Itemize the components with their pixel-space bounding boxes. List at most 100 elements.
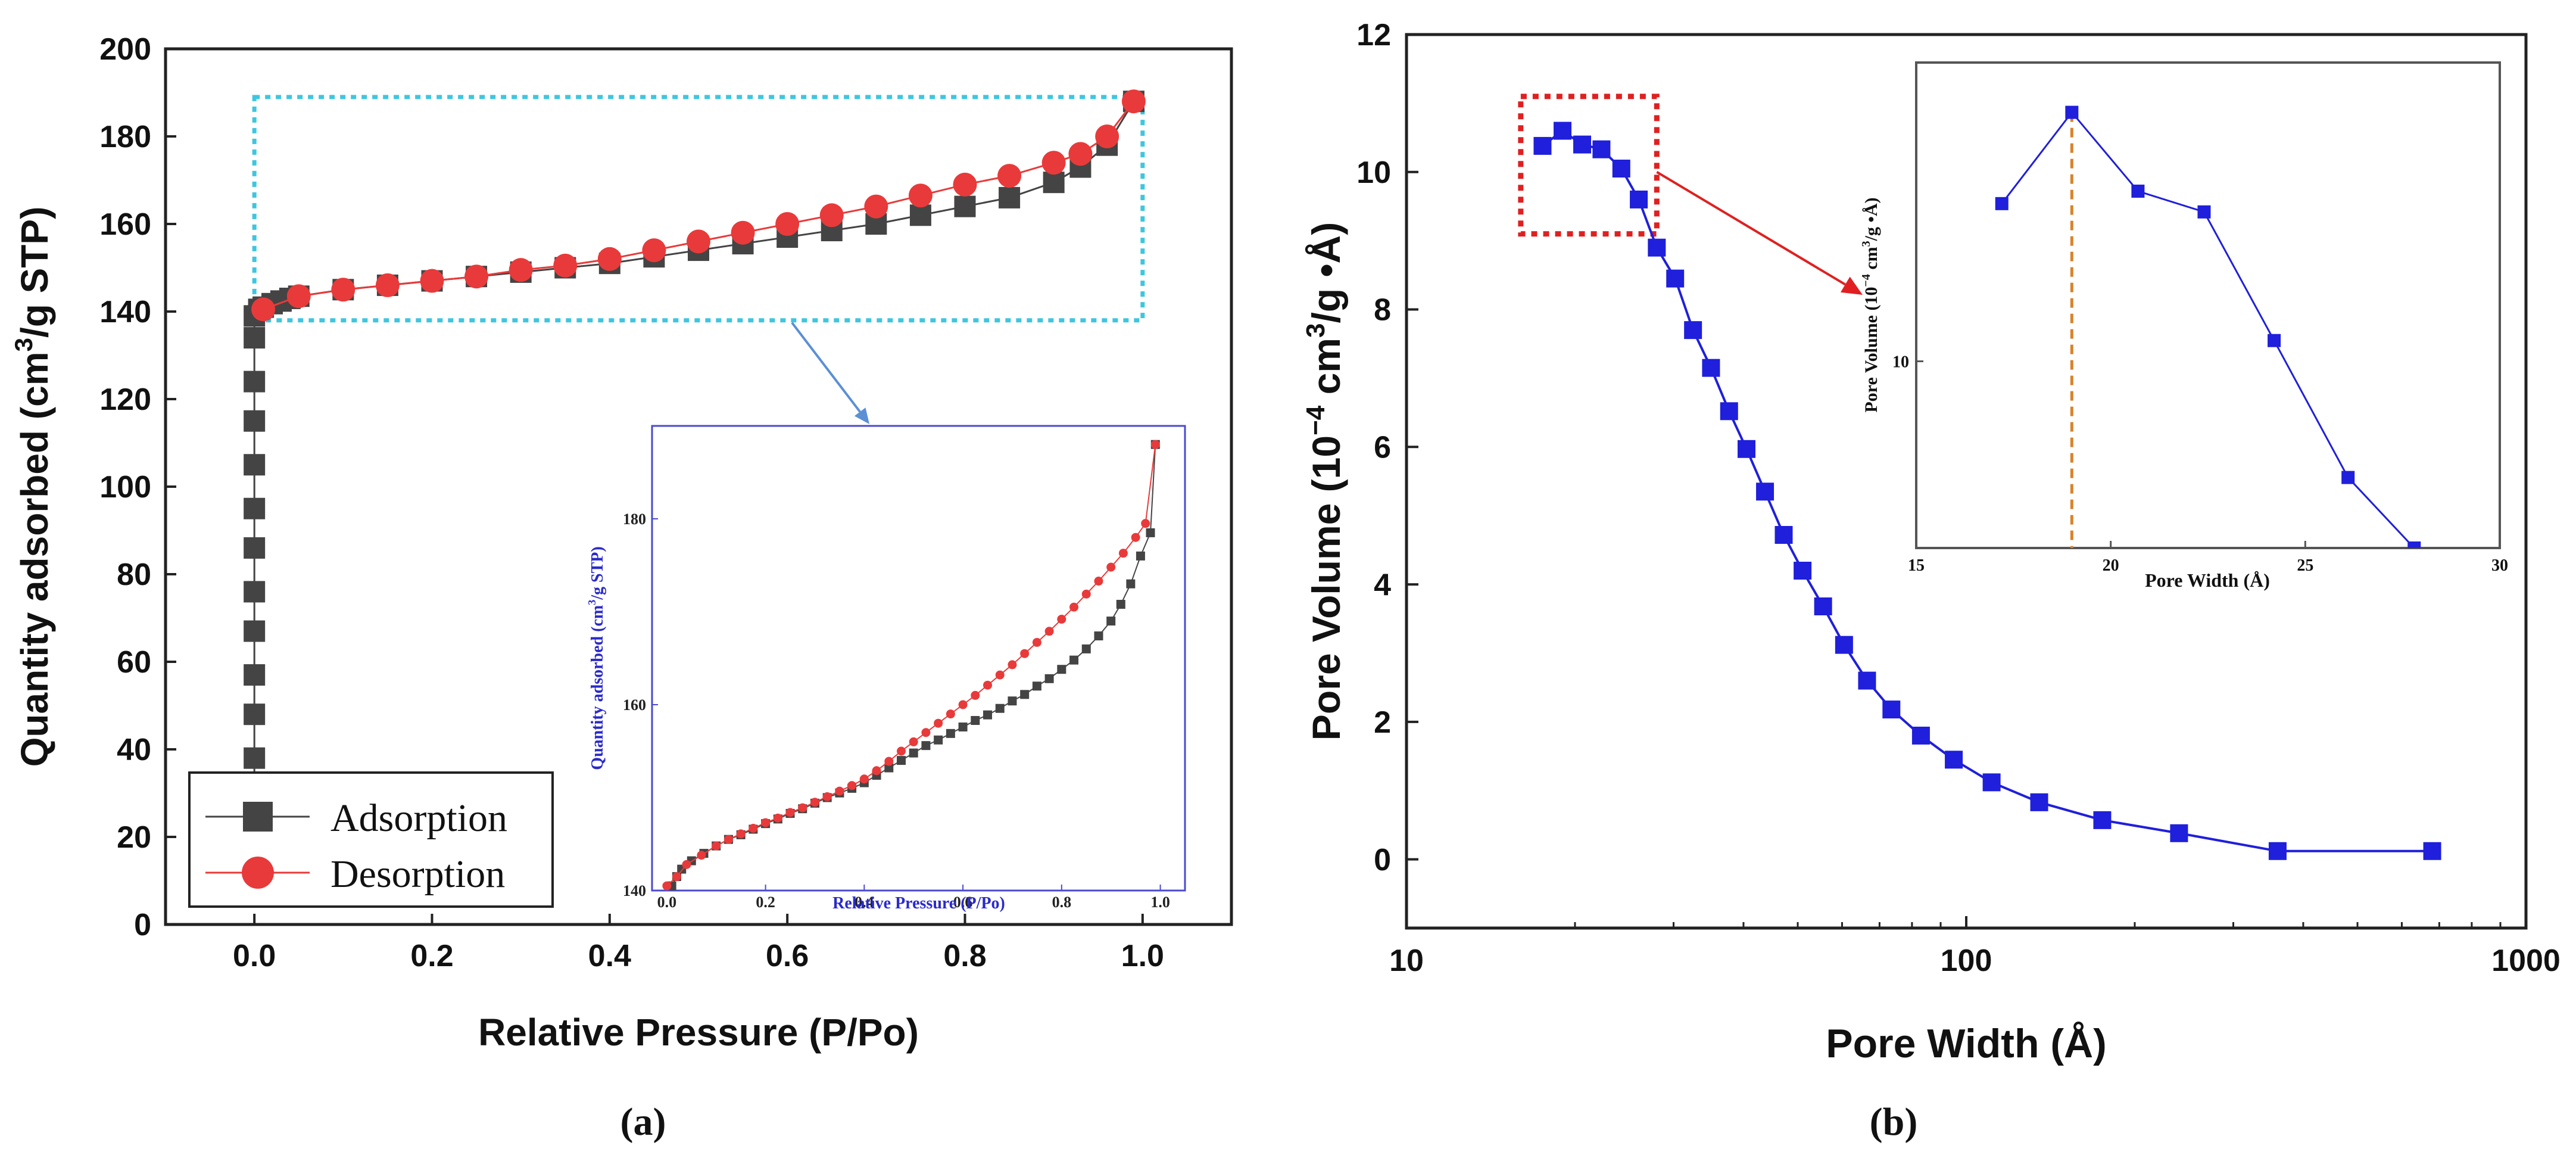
x-tick-label: 0.4	[588, 939, 631, 973]
desorption-point	[1118, 549, 1128, 558]
panel-b-xlabel: Pore Width (Å)	[1826, 1021, 2107, 1066]
desorption-point	[946, 709, 955, 719]
adsorption-point	[995, 703, 1005, 713]
x-tick-label: 30	[2491, 556, 2508, 575]
adsorption-point	[954, 195, 976, 217]
adsorption-point	[244, 537, 266, 559]
desorption-point	[775, 212, 800, 236]
adsorption-point	[983, 710, 993, 720]
desorption-point	[697, 851, 706, 860]
pore-volume-point	[1554, 122, 1572, 140]
desorption-point	[983, 680, 993, 690]
adsorption-point	[921, 741, 931, 751]
x-tick-label: 100	[1941, 944, 1992, 978]
desorption-point	[761, 818, 771, 827]
legend-adsorption-label: Adsorption	[330, 796, 507, 840]
y-tick-label: 10	[1892, 353, 1909, 371]
pore-volume-point	[1684, 321, 1702, 340]
pore-volume-point	[1882, 701, 1901, 719]
desorption-point	[958, 700, 968, 709]
desorption-point	[1068, 142, 1093, 166]
panel-b-highlight-region	[1518, 94, 1660, 237]
y-tick-label: 140	[623, 882, 646, 899]
adsorption-point	[244, 497, 266, 519]
pore-volume-point	[1612, 160, 1630, 178]
y-tick-label: 100	[99, 470, 151, 505]
adsorption-point	[1057, 665, 1066, 674]
pore-volume-point	[1648, 238, 1666, 257]
pore-volume-point	[1911, 726, 1930, 745]
pore-volume-point	[1666, 269, 1685, 288]
adsorption-point	[244, 747, 266, 769]
adsorption-point	[958, 722, 968, 731]
desorption-point	[909, 737, 918, 746]
pore-volume-point	[2423, 842, 2441, 860]
panel-b-label: (b)	[1870, 1100, 1918, 1144]
desorption-point	[847, 781, 857, 790]
pore-volume-point	[1702, 359, 1720, 377]
desorption-point	[662, 881, 672, 891]
desorption-point	[1032, 637, 1041, 647]
panel-a-xlabel: Relative Pressure (P/Po)	[478, 1011, 919, 1054]
x-tick-label: 1.0	[1121, 939, 1164, 973]
pore-volume-point	[2268, 842, 2287, 860]
panel-a-inset: 0.0 0.2 0.4 0.6 0.8 1.0 140 160 180 Relative Pre…	[586, 425, 1186, 913]
x-tick-label: 0.2	[756, 894, 775, 911]
panel-a-inset-ylabel: Quantity adsorbed (cm3/g STP)	[586, 546, 607, 770]
adsorption-point	[244, 620, 266, 642]
desorption-point	[1121, 89, 1146, 114]
desorption-point	[712, 841, 721, 851]
pore-volume-point	[1858, 671, 1876, 690]
x-tick-label: 10	[1389, 944, 1424, 978]
panel-a-highlight-region	[252, 95, 1145, 323]
adsorption-point	[946, 729, 955, 738]
pore-volume-point	[1945, 751, 1963, 769]
desorption-line	[263, 101, 1135, 310]
panel-a-inset-xlabel: Relative Pressure (P/Po)	[832, 894, 1005, 913]
y-tick-label: 180	[99, 120, 151, 154]
pore-volume-point	[2268, 334, 2281, 347]
y-tick-label: 140	[99, 295, 151, 329]
adsorption-point	[244, 581, 266, 603]
desorption-point	[1041, 151, 1066, 175]
adsorption-point	[934, 735, 943, 745]
legend-desorption-label: Desorption	[330, 852, 505, 896]
panel-b-inset-ylabel: Pore Volume (10−4 cm3/g •Å)	[1860, 197, 1881, 412]
desorption-point	[864, 194, 888, 219]
x-tick-label: 0.4	[854, 894, 874, 911]
adsorption-point	[244, 327, 266, 349]
panel-b-inset-xlabel: Pore Width (Å)	[2145, 569, 2270, 591]
y-tick-label: 160	[623, 696, 646, 714]
adsorption-point	[1069, 655, 1079, 665]
x-tick-label: 0.8	[943, 939, 986, 973]
desorption-point	[1081, 589, 1091, 599]
y-tick-label: 20	[117, 820, 151, 855]
y-tick-label: 40	[117, 733, 151, 767]
pore-volume-point	[1835, 636, 1853, 654]
x-tick-label: 1000	[2491, 944, 2561, 978]
y-tick-label: 2	[1374, 705, 1391, 740]
x-tick-label: 15	[1908, 556, 1925, 575]
desorption-point	[509, 258, 533, 282]
pore-volume-point	[1573, 135, 1592, 154]
adsorption-point	[999, 186, 1021, 208]
desorption-point	[896, 746, 906, 756]
desorption-point	[1057, 614, 1066, 624]
desorption-point	[723, 835, 733, 844]
desorption-point	[798, 803, 807, 812]
desorption-point	[934, 718, 943, 728]
x-tick-label: 1.0	[1150, 894, 1170, 911]
pore-volume-point	[2030, 793, 2048, 811]
desorption-point	[773, 813, 782, 823]
panel-b-inset-series	[1995, 105, 2421, 548]
legend-adsorption-marker	[243, 802, 273, 832]
pore-volume-point	[1592, 140, 1611, 158]
panel-b-inset-ticks: 15 20 25 30 10	[1892, 353, 2508, 575]
y-tick-label: 6	[1374, 431, 1391, 465]
desorption-point	[953, 172, 977, 197]
x-tick-label: 0.0	[657, 894, 677, 911]
adsorption-point	[896, 756, 906, 765]
adsorption-point	[1106, 617, 1116, 626]
adsorption-point	[909, 748, 918, 758]
desorption-point	[672, 872, 681, 882]
